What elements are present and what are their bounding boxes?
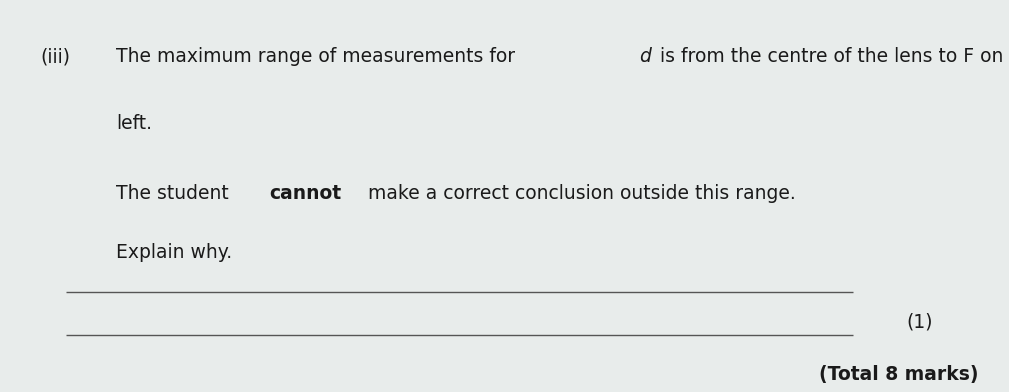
- Text: The maximum range of measurements for: The maximum range of measurements for: [116, 47, 522, 66]
- Text: d: d: [639, 47, 651, 66]
- Text: (Total 8 marks): (Total 8 marks): [819, 365, 979, 384]
- Text: Explain why.: Explain why.: [116, 243, 232, 262]
- Text: (1): (1): [907, 312, 933, 331]
- Text: left.: left.: [116, 114, 152, 132]
- Text: cannot: cannot: [269, 184, 341, 203]
- Text: The student: The student: [116, 184, 235, 203]
- Text: is from the centre of the lens to F on the: is from the centre of the lens to F on t…: [654, 47, 1009, 66]
- Text: (iii): (iii): [40, 47, 71, 66]
- Text: make a correct conclusion outside this range.: make a correct conclusion outside this r…: [362, 184, 796, 203]
